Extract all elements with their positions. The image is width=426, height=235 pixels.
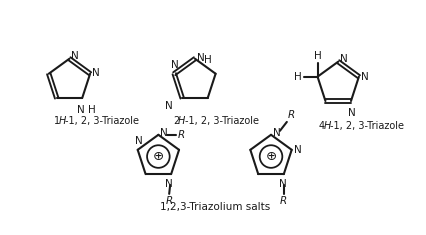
Text: R: R <box>288 110 295 120</box>
Text: -1, 2, 3-Triazole: -1, 2, 3-Triazole <box>330 121 404 131</box>
Text: 1: 1 <box>54 116 60 126</box>
Text: ⊕: ⊕ <box>153 150 164 163</box>
Text: N: N <box>72 51 79 61</box>
Text: 2: 2 <box>173 116 179 126</box>
Text: N: N <box>164 101 172 111</box>
Text: H: H <box>88 105 96 115</box>
Text: R: R <box>280 196 288 206</box>
Text: -1, 2, 3-Triazole: -1, 2, 3-Triazole <box>185 116 259 126</box>
Text: 1,2,3-Triazolium salts: 1,2,3-Triazolium salts <box>160 202 270 212</box>
Text: ⊕: ⊕ <box>265 150 276 163</box>
Text: N: N <box>348 108 356 118</box>
Text: N: N <box>165 179 173 189</box>
Text: N: N <box>273 128 281 138</box>
Text: R: R <box>178 130 185 140</box>
Text: -1, 2, 3-Triazole: -1, 2, 3-Triazole <box>66 116 139 126</box>
Text: N: N <box>135 136 143 146</box>
Text: N: N <box>171 60 179 70</box>
Text: H: H <box>178 116 185 126</box>
Text: N: N <box>279 179 287 189</box>
Text: N: N <box>361 72 368 82</box>
Text: N: N <box>197 53 204 63</box>
Text: N: N <box>92 68 100 78</box>
Text: H: H <box>58 116 66 126</box>
Text: N: N <box>78 105 85 115</box>
Text: 4: 4 <box>319 121 325 131</box>
Text: H: H <box>294 72 302 82</box>
Text: H: H <box>314 51 322 61</box>
Text: H: H <box>323 121 331 131</box>
Text: R: R <box>166 196 173 206</box>
Text: N: N <box>294 145 302 155</box>
Text: N: N <box>340 54 348 64</box>
Text: H: H <box>204 55 212 65</box>
Text: N: N <box>160 128 168 138</box>
